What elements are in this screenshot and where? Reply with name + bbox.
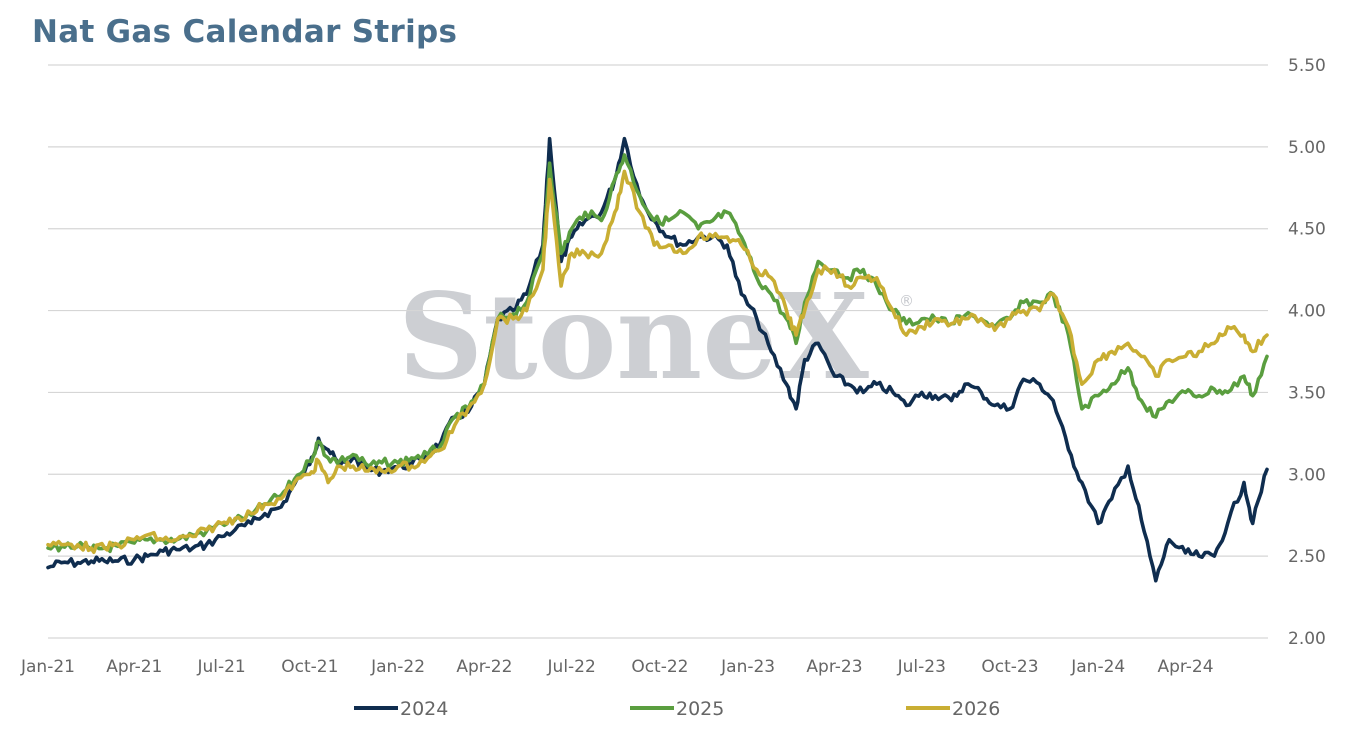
- y-tick-label: 4.50: [1288, 220, 1326, 240]
- x-tick-label: Oct-22: [631, 657, 688, 677]
- y-tick-label: 3.00: [1288, 465, 1326, 485]
- x-tick-label: Apr-23: [806, 657, 862, 677]
- x-tick-label: Apr-21: [106, 657, 162, 677]
- x-tick-label: Apr-24: [1157, 657, 1213, 677]
- x-tick-label: Jan-24: [1070, 657, 1125, 677]
- x-tick-label: Jul-21: [196, 657, 245, 677]
- x-tick-label: Jan-21: [20, 657, 75, 677]
- x-tick-label: Jan-22: [370, 657, 425, 677]
- series-line-2026: [46, 169, 1269, 554]
- legend: 2024 2025 2026: [354, 698, 1000, 720]
- y-tick-label: 4.00: [1288, 302, 1326, 322]
- x-tick-label: Oct-23: [981, 657, 1038, 677]
- x-tick-label: Oct-21: [281, 657, 338, 677]
- y-tick-label: 5.50: [1288, 56, 1326, 76]
- x-tick-label: Apr-22: [456, 657, 512, 677]
- watermark-text: StoneX: [398, 267, 869, 406]
- y-tick-label: 2.50: [1288, 547, 1326, 567]
- x-tick-label: Jul-22: [547, 657, 596, 677]
- x-tick-label: Jul-23: [897, 657, 946, 677]
- legend-label-2025: 2025: [676, 698, 724, 720]
- legend-label-2026: 2026: [952, 698, 1000, 720]
- y-tick-label: 5.00: [1288, 138, 1326, 158]
- chart-title: Nat Gas Calendar Strips: [32, 14, 458, 50]
- watermark: StoneX ®: [398, 267, 914, 406]
- x-tick-label: Jan-23: [720, 657, 775, 677]
- x-axis-ticks: Jan-21 Apr-21 Jul-21 Oct-21 Jan-22 Apr-22 Jul-…: [20, 657, 1214, 677]
- y-axis-ticks: 2.00 2.50 3.00 3.50 4.00 4.50 5.00 5.50: [1288, 56, 1326, 649]
- gridlines: [48, 64, 1268, 639]
- y-tick-label: 3.50: [1288, 383, 1326, 403]
- y-tick-label: 2.00: [1288, 629, 1326, 649]
- legend-label-2024: 2024: [400, 698, 448, 720]
- series-lines: [46, 136, 1269, 583]
- watermark-registered-mark: ®: [899, 292, 914, 310]
